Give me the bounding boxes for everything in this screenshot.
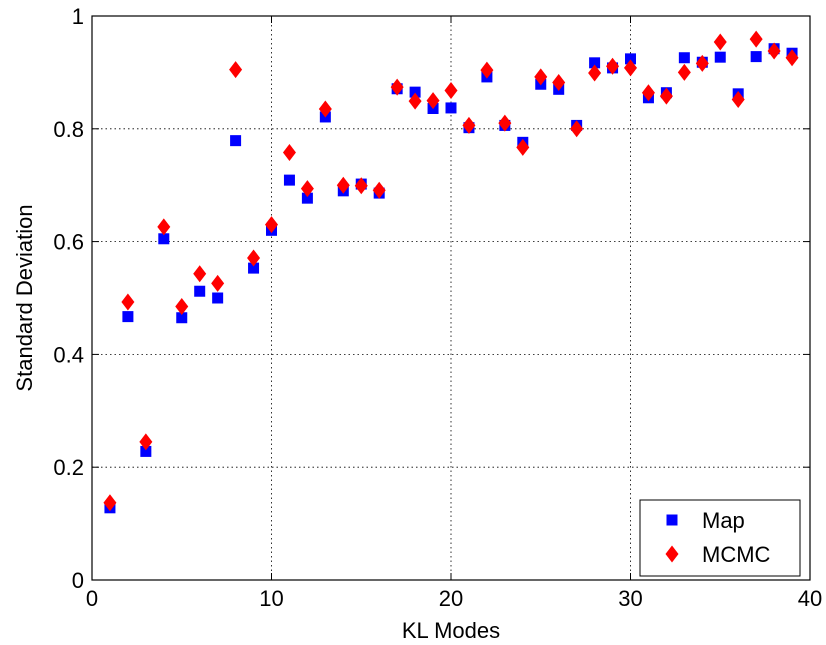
map-point [140,445,152,457]
mcmc-point [157,218,171,236]
mcmc-point [211,274,225,292]
y-tick-label: 1 [72,4,84,29]
mcmc-point [624,59,637,77]
map-point [301,192,313,204]
legend-box [639,499,801,577]
mcmc-point [408,92,422,110]
map-point [714,51,726,63]
mcmc-point [300,180,314,198]
map-point [445,102,457,114]
mcmc-point [193,265,207,283]
mcmc-point [444,81,458,99]
mcmc-point [139,433,153,451]
map-point [194,285,206,297]
x-tick-label: 20 [439,586,463,611]
mcmc-point [265,216,278,234]
data-points [103,30,799,514]
legend-marker [665,545,679,563]
x-tick-label: 30 [618,586,642,611]
y-tick-label: 0 [72,568,84,593]
y-tick-label: 0.6 [53,230,84,255]
mcmc-point [659,87,673,105]
mcmc-point [480,61,494,79]
mcmc-point [426,92,440,110]
mcmc-point [462,116,476,134]
grid [92,16,810,580]
map-point [678,52,690,64]
map-point [122,311,134,323]
map-point [248,262,260,274]
axis-ticks: 0 10 20 30 40 0 0.2 0.4 0.6 0.8 1 [53,4,822,611]
mcmc-point [588,64,602,82]
mcmc-point [103,494,117,512]
x-axis-label: KL Modes [402,618,500,643]
map-point [409,86,421,98]
mcmc-point [390,78,404,96]
map-point [625,53,636,65]
mcmc-point [749,30,763,48]
mcmc-point [570,120,584,138]
mcmc-point [785,49,799,67]
mcmc-point [229,61,243,79]
x-tick-label: 40 [798,586,822,611]
mcmc-point [677,63,691,81]
mcmc-point [516,138,530,156]
mcmc-point [731,90,745,108]
mcmc-point [767,42,781,60]
y-tick-label: 0.2 [53,455,84,480]
legend-marker [666,514,678,526]
map-point [158,233,170,245]
legend-marker-map [666,514,678,526]
mcmc-point [175,297,189,315]
legend-marker-mcmc [665,545,679,563]
map-point [230,135,242,147]
mcmc-point [318,100,332,118]
y-axis-label: Standard Deviation [12,204,37,391]
y-tick-label: 0.4 [53,342,84,367]
map-point [283,174,295,186]
mcmc-point [641,84,655,102]
y-tick-label: 0.8 [53,117,84,142]
mcmc-point [552,74,566,92]
mcmc-point [247,249,261,267]
mcmc-point [713,33,727,51]
series-1 [103,30,799,512]
mcmc-point [695,54,709,72]
x-tick-label: 10 [259,586,283,611]
mcmc-point [336,176,350,194]
plot-frame [91,15,811,581]
legend: Map MCMC [639,499,801,577]
mcmc-point [498,114,512,132]
map-point [589,57,601,69]
mcmc-point [606,57,620,75]
map-point [176,312,188,324]
legend-label-mcmc: MCMC [702,542,771,567]
mcmc-point [354,177,368,195]
mcmc-point [534,68,548,86]
mcmc-point [282,143,296,161]
legend-label-map: Map [702,508,745,533]
map-point [750,51,762,63]
mcmc-point [121,293,135,311]
mcmc-point [372,181,386,199]
x-tick-label: 0 [86,586,98,611]
map-point [212,292,224,304]
